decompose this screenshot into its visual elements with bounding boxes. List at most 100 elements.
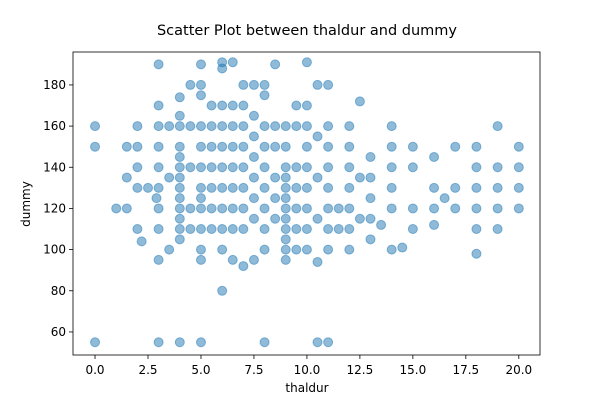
point [206, 203, 217, 214]
point [185, 79, 196, 90]
point [291, 121, 302, 132]
y-axis-label: dummy [19, 181, 33, 227]
point [259, 337, 270, 348]
point [132, 162, 143, 173]
point [344, 162, 355, 173]
point [248, 254, 259, 265]
point [323, 244, 334, 255]
point [248, 110, 259, 121]
point [227, 182, 238, 193]
point [492, 203, 503, 214]
point [323, 162, 334, 173]
point [153, 337, 164, 348]
point [227, 162, 238, 173]
point [195, 224, 206, 235]
point [136, 236, 147, 247]
point [195, 79, 206, 90]
point [354, 96, 365, 107]
point [238, 261, 249, 272]
chart-title: Scatter Plot between thaldur and dummy [157, 23, 457, 39]
y-tick-label: 60 [51, 325, 66, 339]
point [280, 162, 291, 173]
point [301, 182, 312, 193]
point [174, 141, 185, 152]
point [312, 79, 323, 90]
point [195, 182, 206, 193]
point [217, 224, 228, 235]
point [450, 141, 461, 152]
point [174, 162, 185, 173]
point [492, 121, 503, 132]
point [227, 100, 238, 111]
point [174, 193, 185, 204]
point [471, 224, 482, 235]
point [429, 182, 440, 193]
point [429, 203, 440, 214]
point [195, 90, 206, 101]
point [407, 162, 418, 173]
y-tick-label: 160 [43, 119, 66, 133]
point [344, 203, 355, 214]
point [195, 337, 206, 348]
point [333, 224, 344, 235]
point [217, 162, 228, 173]
point [301, 224, 312, 235]
point [90, 121, 101, 132]
point [344, 224, 355, 235]
point [259, 162, 270, 173]
point [471, 182, 482, 193]
point [174, 182, 185, 193]
y-tick-label: 180 [43, 78, 66, 92]
point [301, 121, 312, 132]
point [153, 224, 164, 235]
point [312, 172, 323, 183]
point [386, 162, 397, 173]
point [333, 203, 344, 214]
x-tick-label: 20.0 [505, 363, 532, 377]
point [227, 57, 238, 68]
point [248, 131, 259, 142]
point [185, 121, 196, 132]
x-tick-label: 15.0 [400, 363, 427, 377]
point [270, 121, 281, 132]
point [174, 213, 185, 224]
point [259, 141, 270, 152]
point [132, 121, 143, 132]
point [291, 162, 302, 173]
point [280, 172, 291, 183]
point [407, 203, 418, 214]
point [376, 219, 387, 230]
point [259, 90, 270, 101]
point [111, 203, 122, 214]
point [195, 254, 206, 265]
point [153, 59, 164, 70]
point [195, 162, 206, 173]
point [164, 244, 175, 255]
point [259, 79, 270, 90]
point [471, 141, 482, 152]
x-tick-label: 5.0 [191, 363, 210, 377]
point [259, 224, 270, 235]
point [323, 182, 334, 193]
point [312, 256, 323, 267]
x-tick-label: 0.0 [85, 363, 104, 377]
point [195, 59, 206, 70]
point [312, 213, 323, 224]
point [513, 203, 524, 214]
point [90, 141, 101, 152]
point [280, 182, 291, 193]
point [365, 151, 376, 162]
point [238, 121, 249, 132]
point [429, 151, 440, 162]
point [513, 141, 524, 152]
point [238, 141, 249, 152]
point [365, 213, 376, 224]
y-tick-label: 100 [43, 243, 66, 257]
point [227, 224, 238, 235]
point [471, 162, 482, 173]
point [323, 141, 334, 152]
point [312, 337, 323, 348]
point [323, 79, 334, 90]
